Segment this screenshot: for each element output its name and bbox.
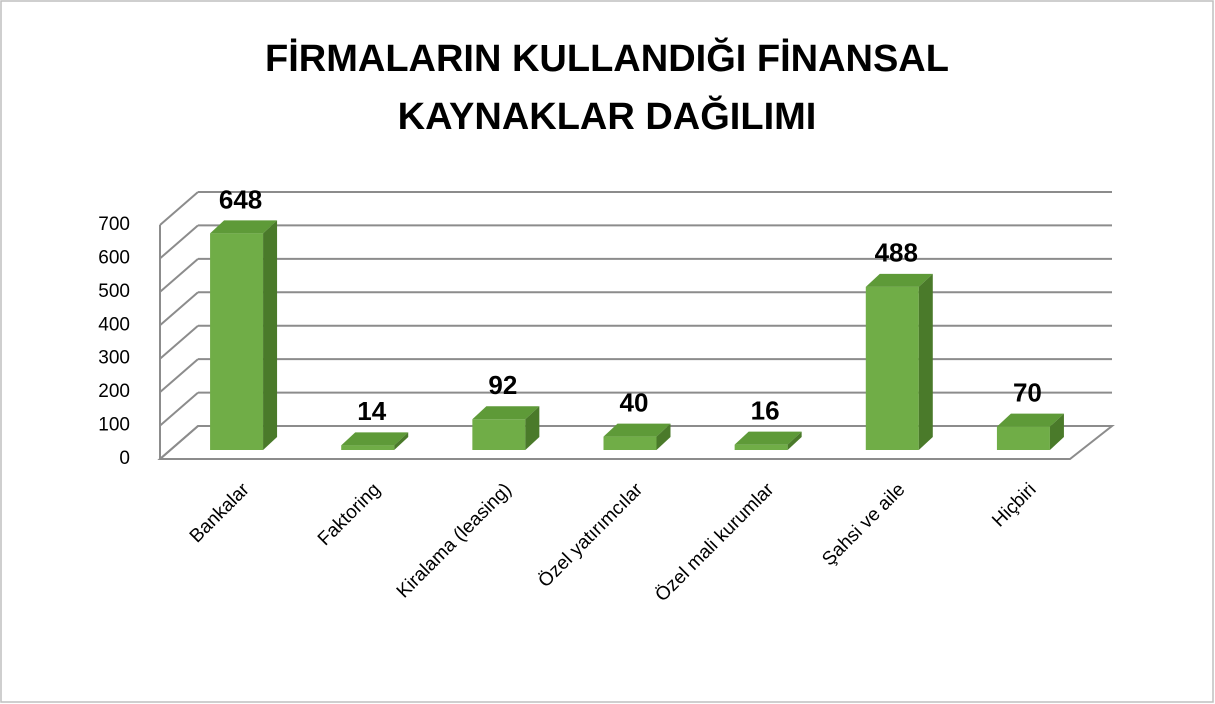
x-tick-label: Özel mali kurumlar xyxy=(651,479,778,606)
bar-front xyxy=(865,286,919,450)
bar-top xyxy=(734,431,802,445)
bar-side xyxy=(787,431,802,450)
data-label: 16 xyxy=(751,396,780,426)
x-tick-label: Faktoring xyxy=(314,479,385,550)
data-label: 488 xyxy=(875,238,918,268)
y-tick-label: 600 xyxy=(98,247,130,268)
bar-top xyxy=(341,432,409,446)
bar-top xyxy=(472,406,540,420)
bar xyxy=(603,423,671,450)
grid-line xyxy=(159,291,199,327)
bar-front xyxy=(603,436,657,450)
bar-top xyxy=(865,273,933,287)
grid-line xyxy=(159,191,199,226)
chart-title: FİRMALARIN KULLANDIĞI FİNANSAL KAYNAKLAR… xyxy=(265,38,949,138)
y-tick-label: 400 xyxy=(98,314,130,335)
grid-line xyxy=(159,224,199,260)
bar xyxy=(996,413,1064,450)
grid-line xyxy=(159,358,199,393)
bar-side xyxy=(1049,413,1064,450)
data-label: 40 xyxy=(620,388,649,418)
bar-side xyxy=(394,432,409,450)
bar-top xyxy=(603,423,671,437)
bar-front xyxy=(210,233,264,450)
y-tick-label: 0 xyxy=(119,448,130,469)
data-label: 14 xyxy=(357,396,386,426)
bar xyxy=(865,273,933,450)
bar-top xyxy=(210,220,278,234)
y-tick-label: 300 xyxy=(98,348,130,369)
y-tick-label: 100 xyxy=(98,415,130,436)
bar-top xyxy=(996,413,1064,427)
grid-line xyxy=(159,425,199,460)
bar-side xyxy=(263,220,278,450)
x-tick-label: Şahsi ve aile xyxy=(818,479,909,570)
bar xyxy=(341,432,409,450)
bar-front xyxy=(996,426,1050,450)
data-label: 648 xyxy=(219,184,262,214)
bar-side xyxy=(656,423,671,450)
bar-front xyxy=(734,444,788,450)
grid-line xyxy=(159,391,199,427)
data-label: 92 xyxy=(488,370,517,400)
x-tick-label: Hiçbiri xyxy=(988,479,1040,531)
grid-line xyxy=(159,324,199,360)
grid-line xyxy=(159,258,199,293)
bar xyxy=(210,220,278,450)
bar xyxy=(734,431,802,450)
y-tick-label: 200 xyxy=(98,381,130,402)
bar-front xyxy=(472,419,526,450)
bar xyxy=(472,406,540,450)
x-tick-label: Kiralama (leasing) xyxy=(393,479,516,602)
data-label: 70 xyxy=(1013,377,1042,407)
x-tick-label: Bankalar xyxy=(186,479,254,547)
y-tick-label: 500 xyxy=(98,281,130,302)
bar-front xyxy=(341,445,395,450)
x-tick-label: Özel yatırımcılar xyxy=(534,479,647,592)
bar-side xyxy=(918,273,933,450)
y-tick-label: 700 xyxy=(98,214,130,235)
bar-side xyxy=(525,406,540,450)
